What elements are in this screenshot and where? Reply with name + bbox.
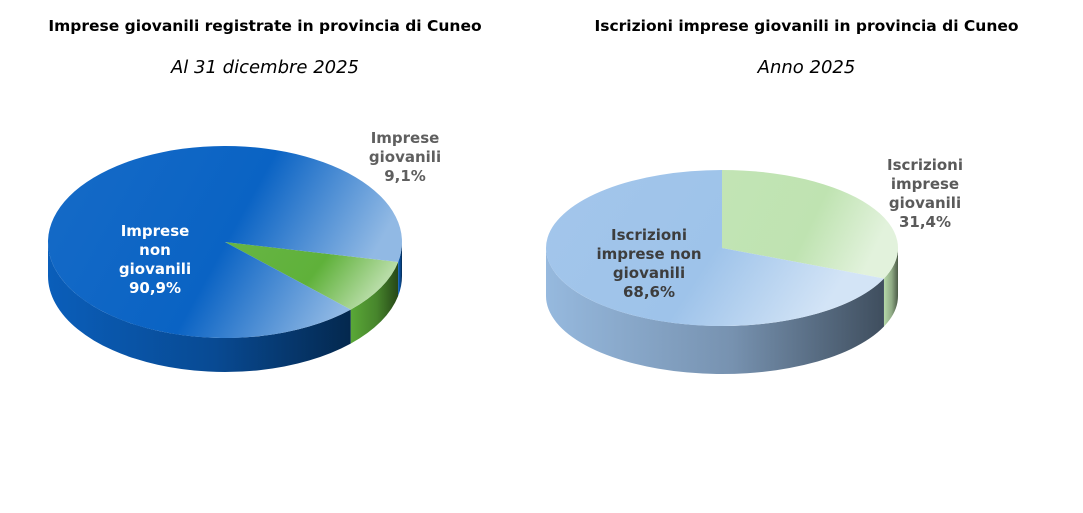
pie-slice-side <box>546 248 884 375</box>
pie-slice <box>47 146 402 339</box>
chart-subtitle: Al 31 dicembre 2025 <box>170 57 360 78</box>
chart-left: Imprese giovanili registrate in provinci… <box>0 0 530 513</box>
pie-slice-side <box>48 242 351 373</box>
pie-slice <box>225 242 399 310</box>
pie-slice-side <box>398 242 402 296</box>
slice-label: Iscrizioni imprese non giovanili 68,6% <box>596 226 701 301</box>
chart-right: Iscrizioni imprese giovanili in provinci… <box>530 0 1083 513</box>
chart-title: Imprese giovanili registrate in provinci… <box>48 17 482 35</box>
chart-subtitle: Anno 2025 <box>757 57 856 78</box>
pie-slice <box>722 170 899 279</box>
pie-chart-iscrizioni: Iscrizioni imprese giovanili 31,4% Iscrizion… <box>546 156 963 375</box>
pie-slice-side <box>350 261 399 344</box>
chart-title: Iscrizioni imprese giovanili in provinci… <box>594 17 1019 35</box>
pie-chart-imprese: Imprese giovanili 9,1% Imprese non giovanili 9… <box>47 129 441 373</box>
pie-slice-side <box>883 248 898 327</box>
pie-slice <box>546 170 884 326</box>
slice-label: Imprese giovanili 9,1% <box>369 129 441 185</box>
slice-label: Imprese non giovanili 90,9% <box>119 222 191 297</box>
slice-label: Iscrizioni imprese giovanili 31,4% <box>887 156 963 231</box>
